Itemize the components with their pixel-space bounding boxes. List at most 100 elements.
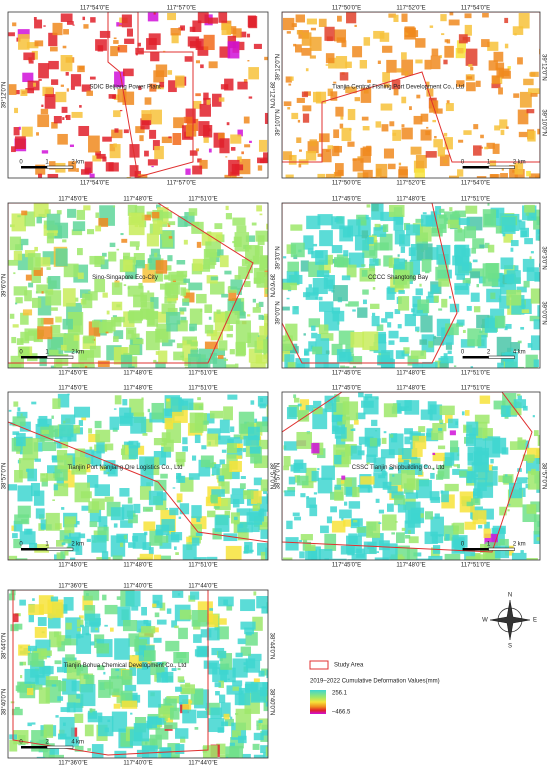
- pixel-cluster: [51, 121, 58, 129]
- pixel-cluster: [150, 109, 162, 125]
- pixel-cluster: [420, 214, 433, 227]
- pixel-cluster: [79, 105, 82, 108]
- pixel-cluster: [226, 604, 233, 611]
- pixel-cluster: [135, 260, 145, 269]
- pixel-cluster: [464, 521, 476, 530]
- pixel-cluster: [23, 52, 35, 61]
- pixel-cluster: [258, 718, 268, 730]
- pixel-cluster: [313, 492, 318, 495]
- pixel-cluster: [294, 271, 300, 276]
- pixel-cluster: [109, 416, 120, 430]
- pixel-cluster: [113, 110, 121, 118]
- pixel-cluster: [86, 538, 91, 542]
- pixel-cluster: [454, 283, 469, 291]
- pixel-cluster: [290, 224, 303, 231]
- pixel-cluster: [518, 13, 530, 29]
- pixel-cluster: [96, 153, 106, 159]
- pixel-cluster: [250, 400, 255, 405]
- pixel-cluster: [175, 451, 186, 463]
- pixel-cluster: [472, 259, 478, 263]
- pixel-cluster: [321, 177, 332, 178]
- lon-label: 117°48'0"E: [123, 563, 152, 569]
- pixel-cluster: [121, 14, 132, 28]
- pixel-cluster: [461, 411, 465, 416]
- pixel-cluster: [232, 680, 243, 686]
- pixel-cluster: [448, 19, 460, 26]
- scale-label: 2: [71, 350, 75, 356]
- pixel-cluster: [223, 406, 233, 421]
- pixel-cluster: [192, 455, 197, 461]
- pixel-cluster: [76, 665, 88, 676]
- pixel-cluster: [113, 94, 120, 100]
- pixel-cluster: [179, 503, 190, 515]
- pixel-cluster: [195, 532, 203, 536]
- pixel-cluster: [139, 135, 144, 142]
- pixel-cluster: [456, 273, 466, 280]
- pixel-cluster: [52, 499, 55, 501]
- pixel-cluster: [258, 314, 264, 320]
- pixel-cluster: [61, 507, 65, 510]
- pixel-cluster: [104, 496, 114, 502]
- pixel-cluster: [449, 175, 460, 178]
- scale-unit: km: [518, 350, 526, 356]
- lon-label: 117°45'0"E: [58, 386, 87, 392]
- pixel-cluster: [257, 542, 268, 556]
- pixel-cluster: [298, 164, 302, 168]
- pixel-cluster: [427, 401, 437, 415]
- pixel-cluster: [355, 412, 366, 420]
- pixel-cluster: [286, 297, 290, 300]
- pixel-cluster: [539, 292, 540, 295]
- pixel-cluster: [208, 316, 212, 320]
- pixel-cluster: [300, 493, 306, 498]
- pixel-cluster: [69, 144, 74, 148]
- pixel-cluster: [119, 542, 124, 547]
- pixel-cluster: [141, 397, 144, 400]
- pixel-cluster: [250, 682, 267, 703]
- pixel-cluster: [526, 109, 535, 114]
- pixel-cluster: [303, 333, 306, 336]
- pixel-cluster: [116, 248, 120, 251]
- pixel-cluster: [113, 336, 119, 342]
- pixel-cluster: [434, 135, 437, 139]
- pixel-cluster: [19, 531, 36, 545]
- pixel-cluster: [214, 515, 230, 532]
- pixel-cluster: [220, 702, 231, 718]
- pixel-cluster: [24, 668, 39, 684]
- pixel-cluster: [482, 508, 494, 520]
- pixel-cluster: [141, 110, 152, 121]
- pixel-cluster: [76, 633, 92, 654]
- pixel-cluster: [73, 335, 80, 341]
- pixel-cluster: [168, 136, 172, 139]
- lon-label: 117°51'0"E: [461, 197, 490, 203]
- pixel-cluster: [210, 276, 219, 281]
- pixel-cluster: [453, 365, 457, 368]
- pixel-cluster: [110, 46, 118, 57]
- pixel-cluster: [56, 210, 62, 215]
- pixel-cluster: [37, 438, 45, 443]
- pixel-cluster: [66, 88, 69, 92]
- pixel-cluster: [328, 284, 334, 292]
- panel-frame: [7, 391, 269, 561]
- pixel-cluster: [17, 485, 33, 502]
- pixel-cluster: [183, 239, 188, 245]
- pixel-cluster: [90, 17, 96, 23]
- pixel-cluster: [296, 475, 309, 486]
- pixel-cluster: [241, 151, 244, 155]
- pixel-cluster: [193, 557, 207, 560]
- pixel-cluster: [413, 115, 423, 125]
- pixel-cluster: [401, 13, 408, 22]
- pixel-cluster: [539, 263, 540, 268]
- pixel-cluster: [443, 59, 448, 65]
- pixel-cluster: [444, 45, 454, 58]
- pixel-cluster: [45, 473, 61, 481]
- pixel-cluster: [348, 252, 365, 268]
- pixel-cluster: [285, 537, 299, 551]
- pixel-cluster: [218, 478, 225, 487]
- pixel-cluster: [437, 465, 450, 479]
- pixel-cluster: [432, 452, 445, 462]
- pixel-cluster: [365, 214, 369, 220]
- pixel-cluster: [433, 139, 443, 148]
- pixel-cluster: [499, 282, 503, 287]
- pixel-cluster: [76, 248, 83, 256]
- pixel-cluster: [450, 447, 460, 461]
